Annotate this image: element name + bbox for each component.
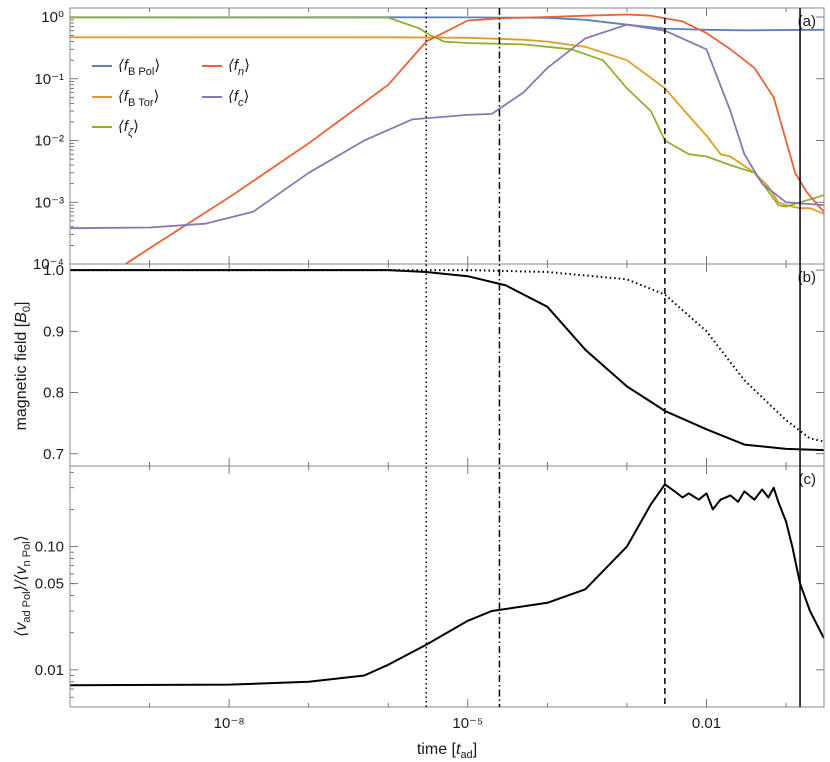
ytick-label-b-3: 1.0 <box>43 262 64 279</box>
ylabel-b: magnetic field [B0] <box>13 302 33 431</box>
panel-label-c: (c) <box>799 471 817 488</box>
xtick-label-0: 10⁻⁸ <box>214 715 245 732</box>
ytick-label-a-2: 10⁻² <box>34 133 64 150</box>
legend-label-0: ⟨fB Pol⟩ <box>118 57 160 78</box>
legend-bg-0 <box>88 56 188 76</box>
panel-a: 10⁻⁴ 10⁻³ 10⁻² 10⁻¹ 10⁰ (a) <box>33 7 825 273</box>
ytick-label-a-4: 10⁰ <box>41 9 64 26</box>
series-line-a-4 <box>70 23 824 230</box>
panel-c: 0.01 0.05 0.10 (c) <box>35 465 825 708</box>
panel-b: 0.7 0.8 0.9 1.0 (b) <box>43 262 825 467</box>
legend-bg-1 <box>88 87 188 107</box>
legend-label-1: ⟨fB Tor⟩ <box>118 88 159 109</box>
legend-label-4: ⟨fc⟩ <box>228 88 249 109</box>
series-line-a-1 <box>70 36 824 215</box>
panel-label-b: (b) <box>798 269 816 286</box>
axis-labels: 10⁻⁸ 10⁻⁵ 0.01 magnetic field [B0] ⟨vad Pol⟩… <box>13 302 721 761</box>
frame-b <box>69 263 825 467</box>
series-line-c-0 <box>70 483 824 687</box>
frame-c <box>69 465 825 708</box>
legend-label-3: ⟨fn⟩ <box>228 57 250 78</box>
ytick-label-c-1: 0.05 <box>35 576 64 593</box>
xlabel: time [tad] <box>417 741 477 761</box>
legend-label-2: ⟨fζ⟩ <box>118 118 139 139</box>
series-line-a-3 <box>125 13 824 264</box>
legend-a: ⟨fB Pol⟩ ⟨fB Tor⟩ ⟨fζ⟩ ⟨fn⟩ ⟨fc⟩ <box>88 56 298 139</box>
panel-label-a: (a) <box>798 13 816 30</box>
legend-bg-4 <box>198 87 298 107</box>
ytick-label-c-2: 0.10 <box>35 539 64 556</box>
vertical-markers <box>425 8 801 707</box>
ytick-label-a-3: 10⁻¹ <box>34 71 64 88</box>
series-line-b-1 <box>70 269 824 443</box>
ytick-label-a-0: 10⁻⁴ <box>33 256 64 273</box>
ytick-label-b-2: 0.9 <box>43 323 64 340</box>
ylabel-c: ⟨vad Pol⟩/⟨vn Pol⟩ <box>13 535 33 637</box>
ytick-label-b-1: 0.8 <box>43 385 64 402</box>
legend-bg-3 <box>198 56 298 76</box>
series-line-a-0 <box>70 16 824 32</box>
xtick-label-1: 10⁻⁵ <box>452 715 483 732</box>
xtick-label-2: 0.01 <box>692 715 721 732</box>
ytick-label-b-0: 0.7 <box>43 446 64 463</box>
series-line-a-2 <box>70 16 824 208</box>
ytick-label-c-0: 0.01 <box>35 662 64 679</box>
ytick-label-a-1: 10⁻³ <box>34 194 64 211</box>
series-line-b-0 <box>70 269 824 452</box>
legend-bg-2 <box>88 117 188 137</box>
